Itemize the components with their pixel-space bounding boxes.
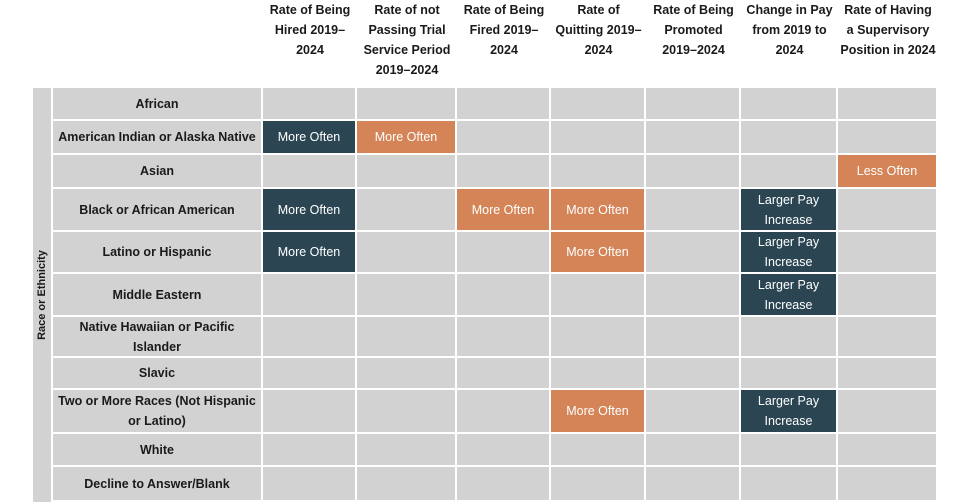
grid-cell: [357, 467, 455, 500]
grid-cell: [838, 274, 936, 315]
grid-cell: [646, 390, 739, 432]
grid-cell: [838, 317, 936, 356]
grid-cell: [551, 155, 644, 187]
row-label: American Indian or Alaska Native: [53, 121, 261, 153]
grid-cell: [646, 317, 739, 356]
highlight-cell: Larger Pay Increase: [741, 232, 836, 272]
grid-cell: [838, 88, 936, 119]
y-axis-label: Race or Ethnicity: [36, 250, 48, 340]
grid-cell: [263, 274, 355, 315]
highlight-cell: More Often: [263, 232, 355, 272]
grid-cell: [457, 317, 549, 356]
grid-cell: [646, 358, 739, 388]
grid-cell: [357, 155, 455, 187]
row-label: Native Hawaiian or Pacific Islander: [53, 317, 261, 356]
grid-cell: [741, 88, 836, 119]
column-header-4: Rate of Quitting 2019– 2024: [555, 3, 642, 57]
row-label: Asian: [53, 155, 261, 187]
grid-cell: [357, 317, 455, 356]
highlight-cell: Larger Pay Increase: [741, 189, 836, 230]
grid-cell: [263, 317, 355, 356]
grid-cell: [646, 274, 739, 315]
grid-cell: [457, 155, 549, 187]
column-header-3: Rate of Being Fired 2019– 2024: [463, 3, 545, 57]
highlight-cell: Larger Pay Increase: [741, 390, 836, 432]
grid-cell: [357, 232, 455, 272]
row-label: Decline to Answer/Blank: [53, 467, 261, 500]
grid-cell: [457, 88, 549, 119]
grid-cell: [741, 155, 836, 187]
grid-cell: [646, 434, 739, 465]
grid-cell: [551, 274, 644, 315]
grid-cell: [646, 121, 739, 153]
column-header-7: Rate of Having a Supervisory Position in…: [840, 3, 936, 57]
grid-cell: [741, 467, 836, 500]
column-header-5: Rate of Being Promoted 2019–2024: [653, 3, 734, 57]
grid-cell: [646, 467, 739, 500]
grid-cell: [838, 232, 936, 272]
grid-cell: [357, 189, 455, 230]
column-header-6: Change in Pay from 2019 to 2024: [746, 3, 833, 57]
grid-cell: [646, 189, 739, 230]
y-axis-sidebar: [33, 88, 51, 502]
grid-cell: [263, 155, 355, 187]
row-label: Two or More Races (Not Hispanic or Latin…: [53, 390, 261, 432]
grid-cell: [838, 189, 936, 230]
grid-cell: [357, 274, 455, 315]
row-label: Latino or Hispanic: [53, 232, 261, 272]
grid-cell: [357, 390, 455, 432]
grid-cell: [838, 121, 936, 153]
grid-cell: [457, 434, 549, 465]
row-label: Middle Eastern: [53, 274, 261, 315]
highlight-cell: More Often: [357, 121, 455, 153]
grid-cell: [457, 121, 549, 153]
grid-cell: [263, 434, 355, 465]
highlight-cell: More Often: [551, 189, 644, 230]
grid-cell: [838, 358, 936, 388]
column-header-1: Rate of Being Hired 2019– 2024: [269, 3, 351, 57]
grid-cell: [551, 467, 644, 500]
grid-cell: [357, 358, 455, 388]
grid-cell: [838, 434, 936, 465]
grid-cell: [263, 467, 355, 500]
grid-cell: [741, 317, 836, 356]
highlight-cell: More Often: [263, 121, 355, 153]
row-label: Slavic: [53, 358, 261, 388]
highlight-cell: More Often: [263, 189, 355, 230]
grid-cell: [741, 358, 836, 388]
grid-cell: [646, 232, 739, 272]
grid-cell: [741, 434, 836, 465]
row-label: Black or African American: [53, 189, 261, 230]
grid-cell: [551, 358, 644, 388]
highlight-cell: More Often: [551, 390, 644, 432]
grid-cell: [646, 88, 739, 119]
grid-cell: [457, 274, 549, 315]
highlight-cell: More Often: [551, 232, 644, 272]
row-label: White: [53, 434, 261, 465]
grid-cell: [357, 88, 455, 119]
highlight-cell: More Often: [457, 189, 549, 230]
grid-cell: [551, 88, 644, 119]
column-header-2: Rate of not Passing Trial Service Period…: [363, 3, 451, 77]
row-label: African: [53, 88, 261, 119]
grid-cell: [551, 317, 644, 356]
grid-cell: [457, 390, 549, 432]
grid-cell: [263, 358, 355, 388]
highlight-cell: Less Often: [838, 155, 936, 187]
grid-cell: [263, 390, 355, 432]
grid-cell: [551, 434, 644, 465]
grid-cell: [646, 155, 739, 187]
grid-cell: [838, 467, 936, 500]
grid-cell: [551, 121, 644, 153]
grid-cell: [457, 232, 549, 272]
grid-cell: [357, 434, 455, 465]
highlight-cell: Larger Pay Increase: [741, 274, 836, 315]
grid-cell: [838, 390, 936, 432]
grid-cell: [457, 467, 549, 500]
grid-cell: [457, 358, 549, 388]
grid-cell: [741, 121, 836, 153]
grid-cell: [263, 88, 355, 119]
